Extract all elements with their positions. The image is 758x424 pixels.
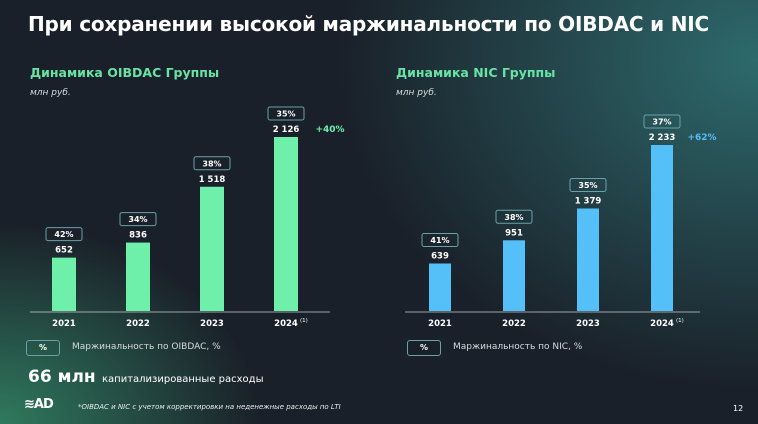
chart-title-nic: Динамика NIC Группы [396, 65, 556, 80]
unit-label-nic: млн руб. [396, 88, 437, 98]
footnote-marker: (1) [300, 318, 308, 324]
capex-label: капитализированные расходы [102, 374, 264, 385]
margin-label: 38% [202, 159, 221, 168]
bar-2022 [503, 240, 525, 311]
margin-box [495, 209, 533, 224]
x-tick-label: 2021 [52, 319, 76, 329]
x-tick-label: 2022 [502, 319, 526, 329]
value-label: 652 [55, 246, 73, 256]
margin-label: 37% [652, 118, 671, 127]
margin-box [45, 227, 83, 242]
capex-value: 66 млн [28, 367, 96, 387]
margin-box [421, 232, 459, 247]
chart-title-oibdac: Динамика OIBDAC Группы [30, 65, 220, 80]
bar-2023 [200, 186, 224, 311]
x-tick-label: 2023 [576, 319, 600, 329]
margin-box [193, 156, 231, 171]
value-label: 2 233 [649, 133, 676, 143]
value-label: 836 [129, 231, 147, 241]
growth-label: +40% [315, 125, 344, 135]
margin-box [119, 212, 157, 227]
page-number: 12 [733, 404, 744, 413]
value-label: 639 [431, 251, 449, 261]
margin-label: 42% [54, 230, 73, 239]
value-label: 1 518 [199, 175, 226, 185]
legend-nic: Маржинальность по NIC, % [453, 342, 583, 352]
x-tick-label: 2022 [126, 319, 150, 329]
margin-box [643, 114, 681, 129]
legend-margin-symbol-nic: % [407, 340, 441, 356]
margin-label: 35% [578, 181, 597, 190]
bar-2023 [577, 208, 599, 311]
x-tick-label: 2021 [428, 319, 452, 329]
bar-2024 [651, 145, 673, 311]
logo-text: AD [33, 397, 54, 412]
value-label: 951 [505, 228, 523, 238]
bar-2024 [274, 137, 298, 311]
page-title: При сохранении высокой маржинальности по… [28, 12, 709, 36]
margin-label: 38% [504, 213, 523, 222]
value-label: 2 126 [273, 125, 300, 135]
margin-label: 35% [276, 110, 295, 119]
x-tick-label: 2024 [274, 319, 298, 329]
bar-2022 [126, 242, 150, 311]
value-label: 1 379 [575, 196, 602, 206]
growth-label: +62% [687, 133, 716, 143]
margin-box [267, 106, 305, 121]
legend-margin-symbol-oibdac: % [26, 340, 60, 356]
margin-box [569, 177, 607, 192]
footnote: *OIBDAC и NIC с учетом корректировки на … [78, 403, 341, 411]
unit-label-oibdac: млн руб. [30, 88, 71, 98]
x-tick-label: 2023 [200, 319, 224, 329]
company-logo: ≋AD [24, 397, 54, 412]
bar-2021 [52, 257, 76, 311]
legend-oibdac: Маржинальность по OIBDAC, % [72, 342, 221, 352]
footnote-marker: (1) [676, 318, 684, 324]
x-tick-label: 2024 [650, 319, 674, 329]
bar-2021 [429, 263, 451, 311]
margin-label: 41% [430, 236, 449, 245]
margin-label: 34% [128, 215, 147, 224]
